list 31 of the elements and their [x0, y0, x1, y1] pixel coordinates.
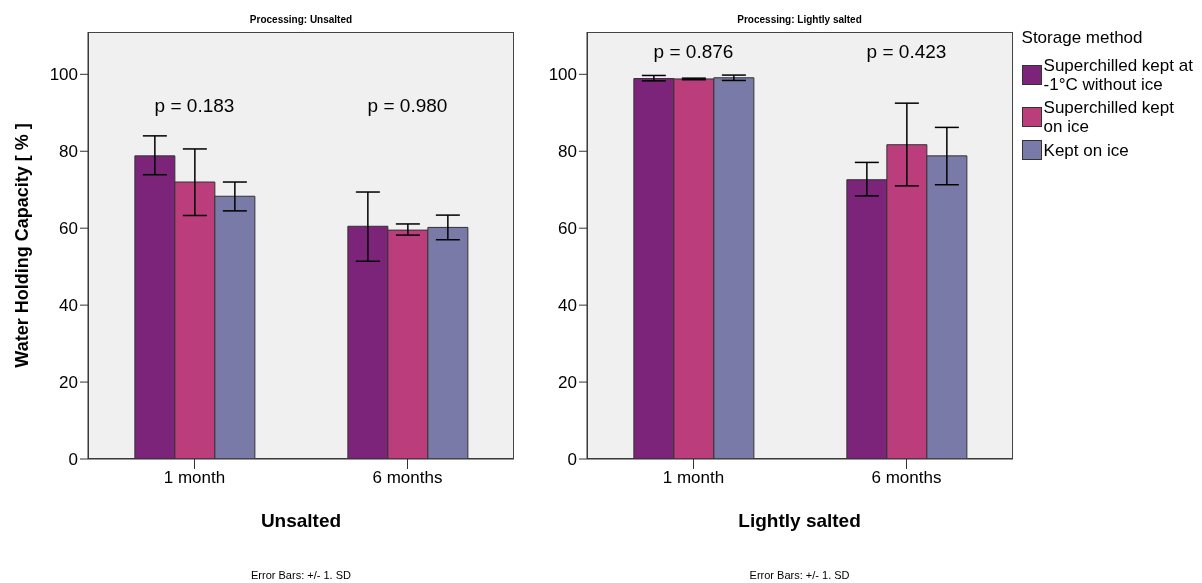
y-tick-label: 0 [68, 450, 78, 470]
y-tick-label: 100 [49, 65, 78, 85]
y-tick-label: 60 [59, 219, 78, 239]
x-tick-label: 6 months [871, 468, 942, 488]
annotation: p = 0.876 [653, 40, 733, 62]
y-tick-label: 60 [557, 219, 577, 239]
y-axis-title: Water Holding Capacity [ % ] [12, 123, 33, 368]
legend-label: Superchilled kept on ice [1043, 98, 1175, 136]
y-tick-label: 80 [59, 142, 78, 162]
x-tick-label: 6 months [372, 468, 443, 488]
legend-label: Superchilled kept at -1°C without ice [1043, 56, 1194, 94]
legend-title: Storage method [1021, 28, 1144, 48]
text: Error Bars: +/- 1. SD [748, 569, 851, 581]
x-tick-label: 1 month [662, 468, 724, 488]
x-axis-title: Unsalted [259, 510, 343, 532]
chart-title: Processing: Unsalted [248, 14, 354, 25]
y-tick-label: 0 [567, 450, 577, 470]
chart-title: Processing: Lightly salted [736, 14, 863, 25]
x-axis-title: Lightly salted [737, 510, 862, 532]
y-tick-label: 100 [548, 65, 577, 85]
y-tick-label: 80 [557, 142, 577, 162]
x-tick-label: 1 month [163, 468, 226, 488]
annotation: p = 0.423 [866, 40, 946, 62]
y-tick-label: 40 [59, 296, 78, 316]
annotation: p = 0.980 [367, 94, 448, 116]
annotation: p = 0.183 [154, 94, 235, 116]
y-tick-label: 20 [557, 373, 577, 393]
y-tick-label: 40 [557, 296, 577, 316]
legend-label: Kept on ice [1043, 140, 1130, 160]
text: Error Bars: +/- 1. SD [250, 569, 352, 581]
y-tick-label: 20 [59, 373, 78, 393]
